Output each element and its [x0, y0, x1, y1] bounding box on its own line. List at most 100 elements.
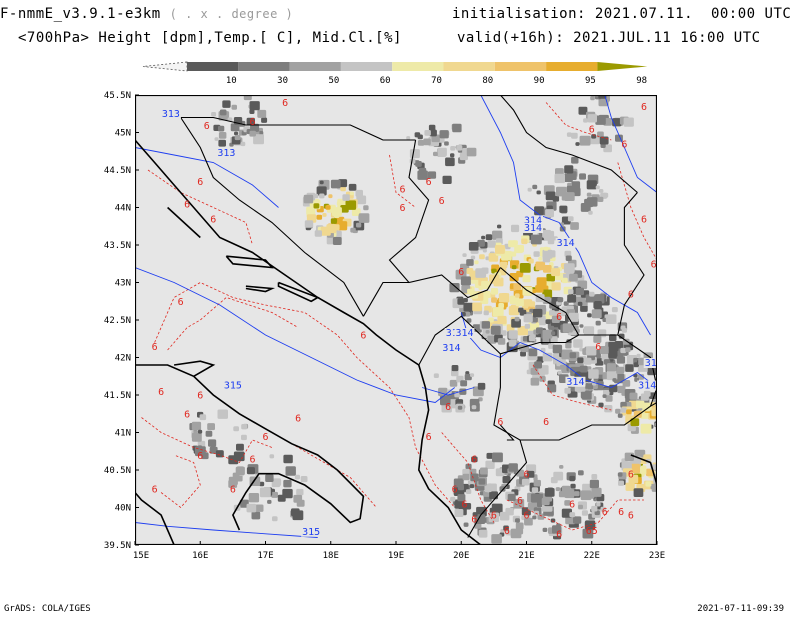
cloud-cell: [624, 452, 634, 461]
cloud-cell: [534, 361, 542, 369]
cloud-cell: [356, 195, 367, 205]
cloud-cell: [214, 137, 219, 141]
cloud-cell: [551, 331, 556, 336]
island-outline: [225, 255, 274, 269]
cloud-cell: [547, 238, 555, 245]
cloud-cell: [618, 480, 624, 486]
cloud-cell: [450, 153, 455, 158]
cloud-cell: [497, 338, 506, 345]
height-label: 314: [645, 358, 657, 369]
cloud-cell: [490, 325, 501, 335]
cloud-cell: [548, 325, 555, 331]
temperature-label: 6: [360, 331, 366, 342]
cloud-cell: [573, 339, 583, 348]
cloud-cell: [606, 370, 618, 381]
cloud-cell: [535, 261, 546, 271]
height-label-bg: [222, 380, 243, 391]
cloud-cell: [319, 180, 324, 185]
height-label: 314: [566, 377, 584, 388]
cloud-cell: [450, 496, 456, 502]
cloud-cell: [532, 184, 538, 190]
cloud-cell: [599, 136, 609, 145]
height-contour-line: [460, 312, 657, 388]
country-border: [362, 281, 409, 317]
height-contour-line: [135, 522, 318, 538]
cloud-cell: [560, 311, 566, 317]
cloud-cell: [499, 511, 510, 521]
height-label: 314: [455, 328, 473, 339]
cloud-cell: [257, 109, 267, 118]
contour-labels: 3133133143143143143143143143143143153156…: [152, 98, 657, 541]
height-label: 314: [638, 381, 656, 392]
cloud-cell: [487, 240, 496, 248]
cloud-cell: [524, 517, 533, 526]
cloud-cell: [417, 134, 423, 140]
cloud-cell: [234, 131, 239, 136]
cloud-cell: [589, 291, 595, 297]
cloud-cell: [485, 256, 490, 261]
cloud-cell: [547, 384, 557, 393]
temperature-label: 6: [504, 526, 510, 537]
cloud-cell: [514, 293, 520, 298]
cloud-cell: [249, 130, 256, 137]
coastline-layer: [135, 95, 657, 545]
cloud-cell: [491, 534, 502, 544]
cloud-cell: [351, 208, 361, 216]
cloud-cell: [457, 494, 466, 502]
cloud-cell: [551, 268, 560, 277]
cloud-cell: [316, 214, 323, 220]
temperature-label: 6: [152, 485, 158, 496]
cloud-cell: [640, 423, 652, 434]
cloud-cell: [340, 186, 346, 192]
cloud-cell: [500, 261, 508, 269]
cloud-cell: [466, 259, 474, 266]
valid-line: valid(+16h): 2021.JUL.11 16:00 UTC: [457, 30, 761, 46]
cloud-cell: [228, 455, 239, 465]
cloud-cell: [594, 510, 600, 516]
cloud-cell: [313, 193, 319, 199]
cloud-cell: [215, 450, 224, 458]
cloud-cell: [497, 315, 507, 325]
cloud-cell: [622, 380, 631, 387]
cloud-cell: [484, 485, 492, 493]
lon-label: 21E: [518, 551, 534, 561]
temperature-label: 6: [641, 215, 647, 226]
cloud-cell: [500, 529, 505, 533]
cloud-cell: [451, 369, 459, 377]
cloud-cell: [508, 339, 517, 347]
temperature-label: 6: [618, 507, 624, 518]
temperature-label: 6: [471, 515, 477, 526]
colorbar-label: 50: [328, 76, 339, 86]
cloud-cell: [591, 487, 602, 497]
cloud-cell: [580, 490, 592, 501]
cloud-cell: [255, 504, 264, 512]
cloud-cell: [285, 466, 296, 476]
cloud-cell: [495, 245, 505, 254]
height-label-bg: [523, 223, 544, 233]
lat-label: 42N: [115, 354, 131, 364]
temperature-label: 6: [399, 185, 405, 196]
cloud-cell: [465, 489, 472, 494]
cloud-cell: [500, 330, 507, 336]
cloud-cell: [608, 341, 619, 352]
cloud-cell: [325, 205, 331, 210]
cloud-cell: [316, 186, 327, 196]
temperature-label: 6: [197, 391, 203, 402]
cloud-cell: [240, 141, 246, 147]
cloud-cell: [487, 335, 497, 344]
cloud-cell: [218, 139, 226, 147]
temperature-label: 6: [204, 121, 210, 132]
cloud-cell: [604, 405, 613, 413]
temperature-label: 65: [586, 526, 598, 537]
cloud-cell: [492, 307, 504, 317]
cloud-cell: [549, 310, 555, 316]
cloud-cell: [521, 238, 528, 245]
temperature-label: 6: [184, 200, 190, 211]
cloud-cell: [563, 263, 575, 274]
cloud-cell: [492, 230, 503, 240]
cloud-cell: [588, 210, 593, 215]
temperature-label: 6: [471, 455, 477, 466]
cloud-cell: [479, 254, 485, 260]
cloud-cell: [557, 297, 564, 303]
cloud-cell: [250, 123, 260, 132]
